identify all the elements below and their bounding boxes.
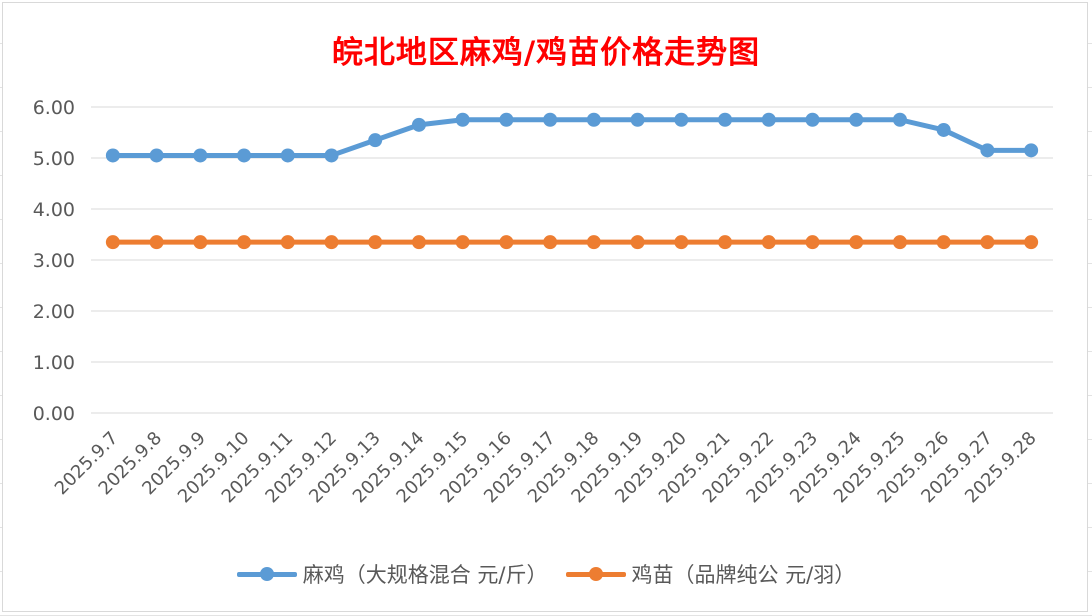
data-point [193,148,208,163]
y-tick-label: 6.00 [33,97,75,119]
data-point [674,235,689,250]
data-point [105,235,120,250]
data-point [849,112,864,127]
legend-label-series-1: 麻鸡（大规格混合 元/斤） [302,563,548,587]
legend-item-series-1: 麻鸡（大规格混合 元/斤） [236,559,548,589]
data-point [324,148,339,163]
data-point [1024,143,1039,158]
data-point [149,148,164,163]
data-point [892,112,907,127]
data-point [630,235,645,250]
data-point [586,235,601,250]
data-point [280,148,295,163]
data-point [499,112,514,127]
y-tick-label: 3.00 [33,250,75,272]
data-point [805,235,820,250]
data-point [324,235,339,250]
y-tick-label: 2.00 [33,301,75,323]
y-tick-label: 4.00 [33,199,75,221]
data-point [805,112,820,127]
y-tick-label: 0.00 [33,403,75,425]
legend-swatch-series-2 [565,567,626,581]
data-point [980,235,995,250]
data-point [411,117,426,132]
data-point [543,112,558,127]
data-point [193,235,208,250]
data-point [149,235,164,250]
data-point [499,235,514,250]
data-point [761,235,776,250]
data-point [237,235,252,250]
data-point [237,148,252,163]
data-point [455,235,470,250]
data-point [105,148,120,163]
data-point [849,235,864,250]
y-tick-label: 5.00 [33,148,75,170]
data-point [368,235,383,250]
data-point [761,112,776,127]
data-point [630,112,645,127]
legend: 麻鸡（大规格混合 元/斤） 鸡苗（品牌纯公 元/羽） [3,559,1089,589]
y-tick-label: 1.00 [33,352,75,374]
data-point [980,143,995,158]
data-point [718,235,733,250]
data-point [674,112,689,127]
chart-title: 皖北地区麻鸡/鸡苗价格走势图 [331,35,761,71]
legend-label-series-2: 鸡苗（品牌纯公 元/羽） [631,563,856,587]
plot-area: 0.001.002.003.004.005.006.002025.9.72025… [33,97,1053,507]
data-point [1024,235,1039,250]
data-point [718,112,733,127]
series-line-1 [110,117,1034,158]
legend-item-series-2: 鸡苗（品牌纯公 元/羽） [565,559,856,589]
data-point [586,112,601,127]
legend-swatch-series-1 [236,567,297,581]
data-point [936,235,951,250]
data-point [411,235,426,250]
data-point [280,235,295,250]
data-point [543,235,558,250]
data-point [936,122,951,137]
data-point [368,133,383,148]
data-point [892,235,907,250]
data-point [455,112,470,127]
